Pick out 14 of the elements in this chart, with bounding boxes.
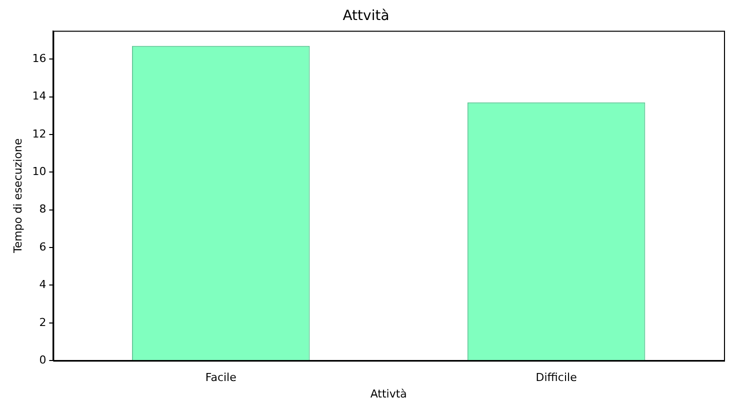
y-tick-label: 6 <box>39 240 46 254</box>
y-tick-label: 8 <box>39 202 46 216</box>
y-tick-label: 14 <box>32 90 46 103</box>
y-tick-label: 10 <box>32 165 46 178</box>
x-tick-label: Facile <box>205 371 237 384</box>
y-tick-label: 12 <box>32 127 46 140</box>
y-tick-label: 16 <box>32 52 46 65</box>
x-axis-title: Attivtà <box>370 387 407 400</box>
chart-title: Attvità <box>342 8 390 24</box>
y-axis-title: Tempo di esecuzione <box>11 138 24 254</box>
y-tick-label: 4 <box>39 278 46 292</box>
y-tick-label: 0 <box>39 353 46 366</box>
x-tick-label: Difficile <box>536 371 578 384</box>
y-tick-label: 2 <box>39 316 46 329</box>
